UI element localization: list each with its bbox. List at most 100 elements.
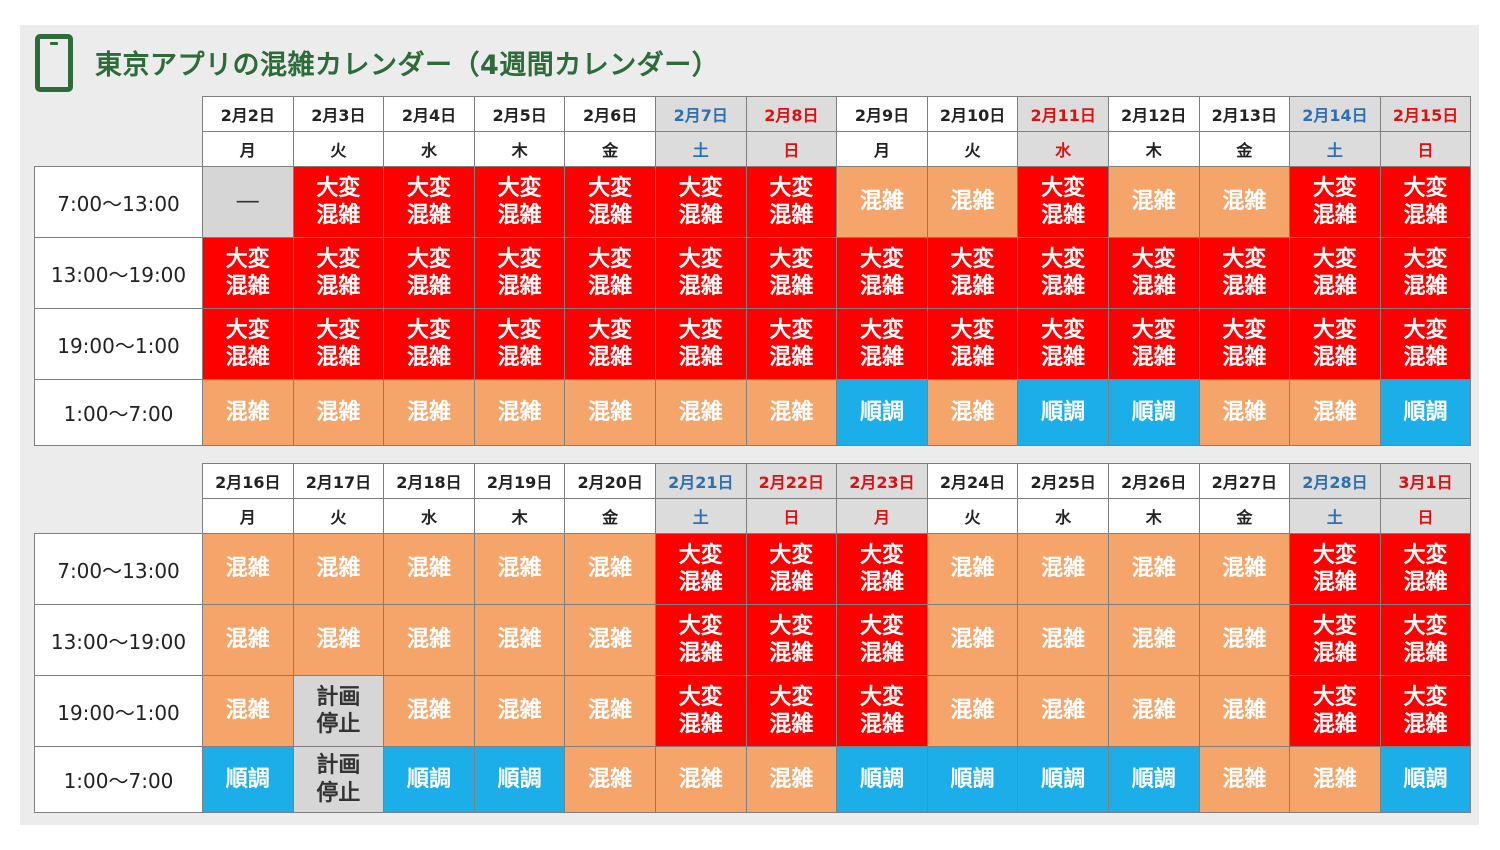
date-header: 2月6日 [564, 96, 656, 132]
status-cell-busy: 混雑 [564, 746, 656, 813]
time-slot-row: 19:00～1:00 大変 混雑 大変 混雑 大変 混雑 大変 混雑 大変 混雑 大変 混雑 大変 混雑 大変… [34, 308, 1472, 380]
weekday-header: 土 [654, 498, 747, 534]
date-header: 2月17日 [292, 463, 385, 499]
time-slot-label: 19:00～1:00 [34, 675, 203, 747]
time-slot-label: 1:00～7:00 [34, 746, 203, 813]
weekday-header: 火 [292, 498, 385, 534]
status-cell-very: 大変 混雑 [1289, 604, 1381, 676]
date-header: 2月11日 [1017, 96, 1109, 132]
status-cell-busy: 混雑 [473, 675, 566, 747]
weekday-header: 木 [473, 131, 566, 167]
weekday-header: 月 [836, 498, 928, 534]
date-header: 2月19日 [473, 463, 566, 499]
status-cell-stop: 計画 停止 [292, 746, 385, 813]
weekday-header: 木 [473, 498, 566, 534]
status-cell-smooth: 順調 [836, 746, 928, 813]
status-cell-busy: 混雑 [745, 746, 838, 813]
status-cell-smooth: 順調 [1017, 746, 1109, 813]
header: 東京アプリの混雑カレンダー（4週間カレンダー） [35, 30, 1235, 95]
empty-corner [35, 97, 203, 167]
status-cell-very: 大変 混雑 [1107, 237, 1200, 309]
date-header: 2月14日 [1289, 96, 1381, 132]
date-header: 2月20日 [564, 463, 656, 499]
status-cell-very: 大変 混雑 [926, 308, 1019, 380]
status-cell-busy: 混雑 [1107, 604, 1200, 676]
status-cell-very: 大変 混雑 [926, 237, 1019, 309]
date-header: 2月22日 [745, 463, 838, 499]
status-cell-very: 大変 混雑 [383, 308, 475, 380]
status-cell-busy: 混雑 [292, 533, 385, 605]
status-cell-busy: 混雑 [1017, 675, 1109, 747]
time-slot-label: 7:00～13:00 [34, 533, 203, 605]
status-cell-very: 大変 混雑 [564, 237, 656, 309]
weekday-header: 土 [654, 131, 747, 167]
weekday-header: 日 [745, 131, 838, 167]
status-cell-busy: 混雑 [202, 533, 294, 605]
status-cell-very: 大変 混雑 [292, 237, 385, 309]
status-cell-very: 大変 混雑 [745, 675, 838, 747]
status-cell-busy: 混雑 [1107, 166, 1200, 238]
status-cell-busy: 混雑 [926, 166, 1019, 238]
status-cell-busy: 混雑 [1289, 746, 1381, 813]
status-cell-very: 大変 混雑 [836, 308, 928, 380]
date-header: 2月25日 [1017, 463, 1109, 499]
date-header: 2月27日 [1198, 463, 1291, 499]
status-cell-busy: 混雑 [202, 675, 294, 747]
status-cell-busy: 混雑 [383, 675, 475, 747]
time-slot-label: 19:00～1:00 [34, 308, 203, 380]
status-cell-busy: 混雑 [1107, 675, 1200, 747]
date-header: 2月21日 [654, 463, 747, 499]
status-cell-very: 大変 混雑 [1198, 237, 1291, 309]
date-header: 2月9日 [836, 96, 928, 132]
time-slot-row: 13:00～19:00 混雑 混雑 混雑 混雑 混雑 大変 混雑 大変 混雑 大変 混雑 混雑 混雑 混雑混… [34, 604, 1472, 676]
date-header: 2月15日 [1379, 96, 1472, 132]
status-cell-very: 大変 混雑 [654, 166, 747, 238]
status-cell-very: 大変 混雑 [1017, 166, 1109, 238]
time-slot-row: 1:00～7:00 混雑 混雑 混雑 混雑 混雑 混雑 混雑 順調 混雑 順調 順調 混雑 混雑 順調 [34, 379, 1472, 446]
status-cell-very: 大変 混雑 [1289, 237, 1381, 309]
date-header: 2月4日 [383, 96, 475, 132]
status-cell-very: 大変 混雑 [1289, 166, 1381, 238]
status-cell-very: 大変 混雑 [654, 308, 747, 380]
status-cell-very: 大変 混雑 [1379, 675, 1472, 747]
date-row: 2月16日 2月17日 2月18日 2月19日 2月20日 2月21日 2月22日 2月23日… [35, 463, 1472, 499]
status-cell-busy: 混雑 [1107, 533, 1200, 605]
status-cell-very: 大変 混雑 [1017, 237, 1109, 309]
status-cell-smooth: 順調 [1379, 379, 1472, 446]
status-cell-very: 大変 混雑 [836, 533, 928, 605]
status-cell-busy: 混雑 [1198, 166, 1291, 238]
status-cell-busy: 混雑 [383, 379, 475, 446]
status-cell-busy: 混雑 [292, 604, 385, 676]
date-header: 2月8日 [745, 96, 838, 132]
status-cell-busy: 混雑 [1017, 533, 1109, 605]
status-cell-smooth: 順調 [473, 746, 566, 813]
status-cell-busy: 混雑 [383, 604, 475, 676]
date-row: 2月2日 2月3日 2月4日 2月5日 2月6日 2月7日 2月8日 2月9日 2月10日 2月1… [35, 96, 1472, 132]
status-cell-very: 大変 混雑 [745, 166, 838, 238]
status-cell-smooth: 順調 [202, 746, 294, 813]
status-cell-very: 大変 混雑 [745, 604, 838, 676]
status-cell-very: 大変 混雑 [1289, 533, 1381, 605]
empty-corner [35, 464, 203, 534]
calendar-panel: 東京アプリの混雑カレンダー（4週間カレンダー） 2月2日 2月3日 2月4日 2月5日… [20, 25, 1479, 825]
status-cell-very: 大変 混雑 [202, 237, 294, 309]
status-cell-very: 大変 混雑 [383, 237, 475, 309]
calendar-table-2: 2月16日 2月17日 2月18日 2月19日 2月20日 2月21日 2月22日 2月23日… [34, 463, 1472, 813]
date-header: 2月5日 [473, 96, 566, 132]
status-cell-very: 大変 混雑 [1379, 237, 1472, 309]
status-cell-busy: 混雑 [1198, 675, 1291, 747]
date-header: 2月13日 [1198, 96, 1291, 132]
page-title: 東京アプリの混雑カレンダー（4週間カレンダー） [95, 50, 720, 81]
status-cell-busy: 混雑 [1017, 604, 1109, 676]
status-cell-busy: 混雑 [1198, 604, 1291, 676]
time-slot-row: 7:00～13:00 混雑 混雑 混雑 混雑 混雑 大変 混雑 大変 混雑 大変 混雑 混雑 混雑 混雑 混雑… [34, 533, 1472, 605]
date-header: 2月26日 [1107, 463, 1200, 499]
weekday-row: 月火水木金土日月火水木金土日 [35, 498, 1472, 534]
status-cell-very: 大変 混雑 [745, 308, 838, 380]
weekday-header: 木 [1107, 498, 1200, 534]
status-cell-busy: 混雑 [202, 379, 294, 446]
status-cell-none: ― [202, 166, 294, 238]
status-cell-very: 大変 混雑 [473, 308, 566, 380]
status-cell-very: 大変 混雑 [654, 237, 747, 309]
status-cell-very: 大変 混雑 [836, 237, 928, 309]
